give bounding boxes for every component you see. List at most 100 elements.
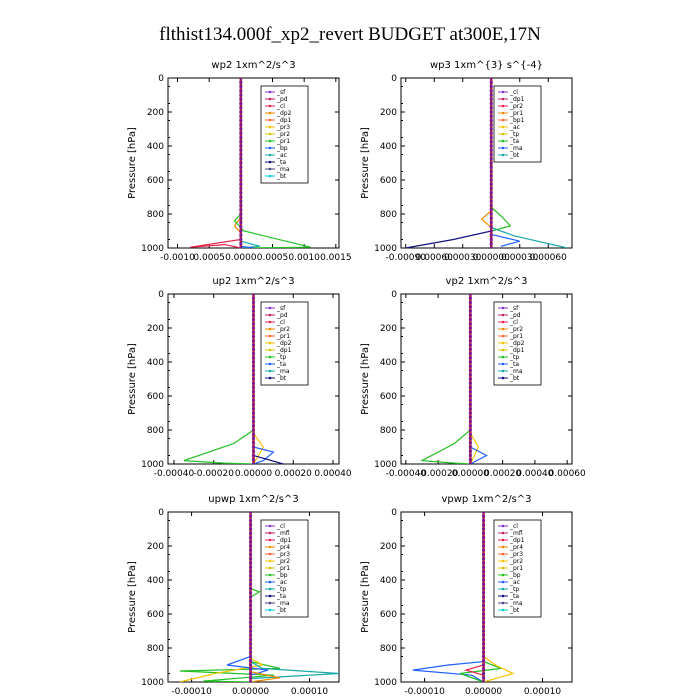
legend-marker	[268, 573, 272, 577]
y-tick-label: 800	[147, 426, 164, 436]
profile-marker	[481, 591, 486, 595]
profile-marker	[481, 629, 486, 633]
legend-marker	[268, 369, 272, 373]
profile-marker	[481, 512, 486, 514]
profile-marker	[468, 317, 472, 322]
profile-marker	[251, 462, 256, 464]
legend-entry: _dp2	[276, 340, 292, 347]
legend-entry: _mfl	[276, 530, 290, 537]
profile-marker	[489, 195, 493, 199]
legend-entry: _ma	[509, 145, 523, 152]
legend-entry: _cl	[509, 89, 518, 96]
legend-entry: _pr3	[276, 551, 290, 558]
legend-entry: _dp1	[276, 117, 292, 124]
profile-marker	[239, 148, 243, 152]
profile-marker	[468, 356, 472, 360]
legend-marker	[501, 104, 505, 108]
chart-panel: vp2 1xm^2/s^3 Pressure [hPa] 0 200 400 600 800…	[360, 276, 586, 479]
profile-marker	[251, 351, 256, 356]
legend-entry: _ta	[276, 159, 286, 166]
profile-marker	[248, 540, 253, 544]
legend-marker	[268, 132, 272, 136]
y-tick-label: 400	[380, 142, 397, 152]
plot-frame	[167, 77, 340, 249]
x-tick-label: 0.00040	[516, 469, 553, 479]
legend-marker	[268, 90, 272, 94]
x-tick-label: 0.00030	[501, 253, 538, 263]
legend-entry: _cl	[276, 523, 285, 530]
profile-marker	[248, 512, 253, 514]
profile-marker	[239, 140, 243, 144]
profile-marker	[489, 233, 493, 237]
panel-title: up2 1xm^2/s^3	[212, 276, 294, 287]
legend-marker	[268, 320, 272, 324]
legend-marker	[268, 118, 272, 122]
x-tick-label: 0.00000	[473, 253, 510, 263]
legend-marker	[268, 153, 272, 157]
profile-marker	[239, 80, 243, 84]
plot-frame	[167, 511, 340, 683]
y-tick-label: 0	[158, 508, 164, 518]
y-tick-label: 800	[380, 210, 397, 220]
profile-marker	[251, 428, 256, 432]
legend-entry: _ac	[509, 124, 520, 131]
chart-panel: wp2 1xm^2/s^3 Pressure [hPa] 0 200 400 600 800…	[127, 60, 352, 263]
y-tick-label: 800	[380, 426, 397, 436]
profile-marker	[251, 305, 256, 309]
legend-marker	[268, 538, 272, 542]
legend-marker	[268, 146, 272, 150]
legend-marker	[268, 608, 272, 612]
profile-marker	[468, 360, 472, 364]
profile-marker	[468, 458, 472, 462]
profile-marker	[468, 385, 472, 390]
panel-title: wp2 1xm^2/s^3	[211, 60, 295, 71]
profile-marker	[251, 415, 256, 419]
legend-marker	[501, 587, 505, 591]
legend-marker	[268, 376, 272, 380]
series-line	[190, 78, 242, 248]
y-tick-label: 800	[147, 644, 164, 654]
profile-marker	[468, 326, 472, 330]
legend-entry: _ac	[509, 579, 520, 586]
profile-marker	[481, 548, 486, 552]
legend-entry: _ta	[509, 138, 519, 145]
legend-marker	[501, 538, 505, 542]
y-tick-label: 600	[380, 176, 397, 186]
legend-marker	[501, 111, 505, 115]
profile-marker	[468, 351, 472, 356]
legend-marker	[501, 313, 505, 317]
profile-marker	[481, 582, 486, 586]
profile-marker	[489, 114, 493, 118]
profile-marker	[248, 578, 253, 582]
legend-marker	[268, 601, 272, 605]
y-tick-label: 400	[380, 358, 397, 368]
profile-marker	[251, 309, 256, 313]
series-group	[190, 78, 311, 248]
profile-marker	[248, 514, 253, 518]
legend-entry: _cl	[276, 103, 285, 110]
legend-entry: _pr1	[276, 565, 290, 572]
profile-marker	[489, 152, 493, 157]
profile-marker	[248, 650, 253, 654]
profile-marker	[489, 229, 493, 233]
profile-marker	[481, 565, 486, 569]
y-axis-label: Pressure [hPa]	[360, 343, 371, 415]
profile-marker	[481, 599, 486, 603]
legend-entry: _dp1	[276, 347, 292, 354]
profile-marker	[251, 441, 256, 445]
y-tick-label: 1000	[374, 244, 397, 254]
profile-marker	[468, 364, 472, 368]
series-group	[179, 512, 339, 682]
x-tick-label: 0.00020	[484, 469, 521, 479]
x-tick-label: 0.00000	[235, 469, 272, 479]
profile-marker	[489, 212, 493, 216]
legend-entry: _bp	[509, 572, 521, 579]
legend-entry: _bp	[276, 145, 288, 152]
legend-marker	[268, 362, 272, 366]
legend-marker	[268, 160, 272, 164]
legend-marker	[501, 90, 505, 94]
profile-marker	[468, 424, 472, 428]
profile-marker	[251, 407, 256, 411]
legend-entry: _bp	[276, 572, 288, 579]
profile-marker	[489, 165, 493, 169]
